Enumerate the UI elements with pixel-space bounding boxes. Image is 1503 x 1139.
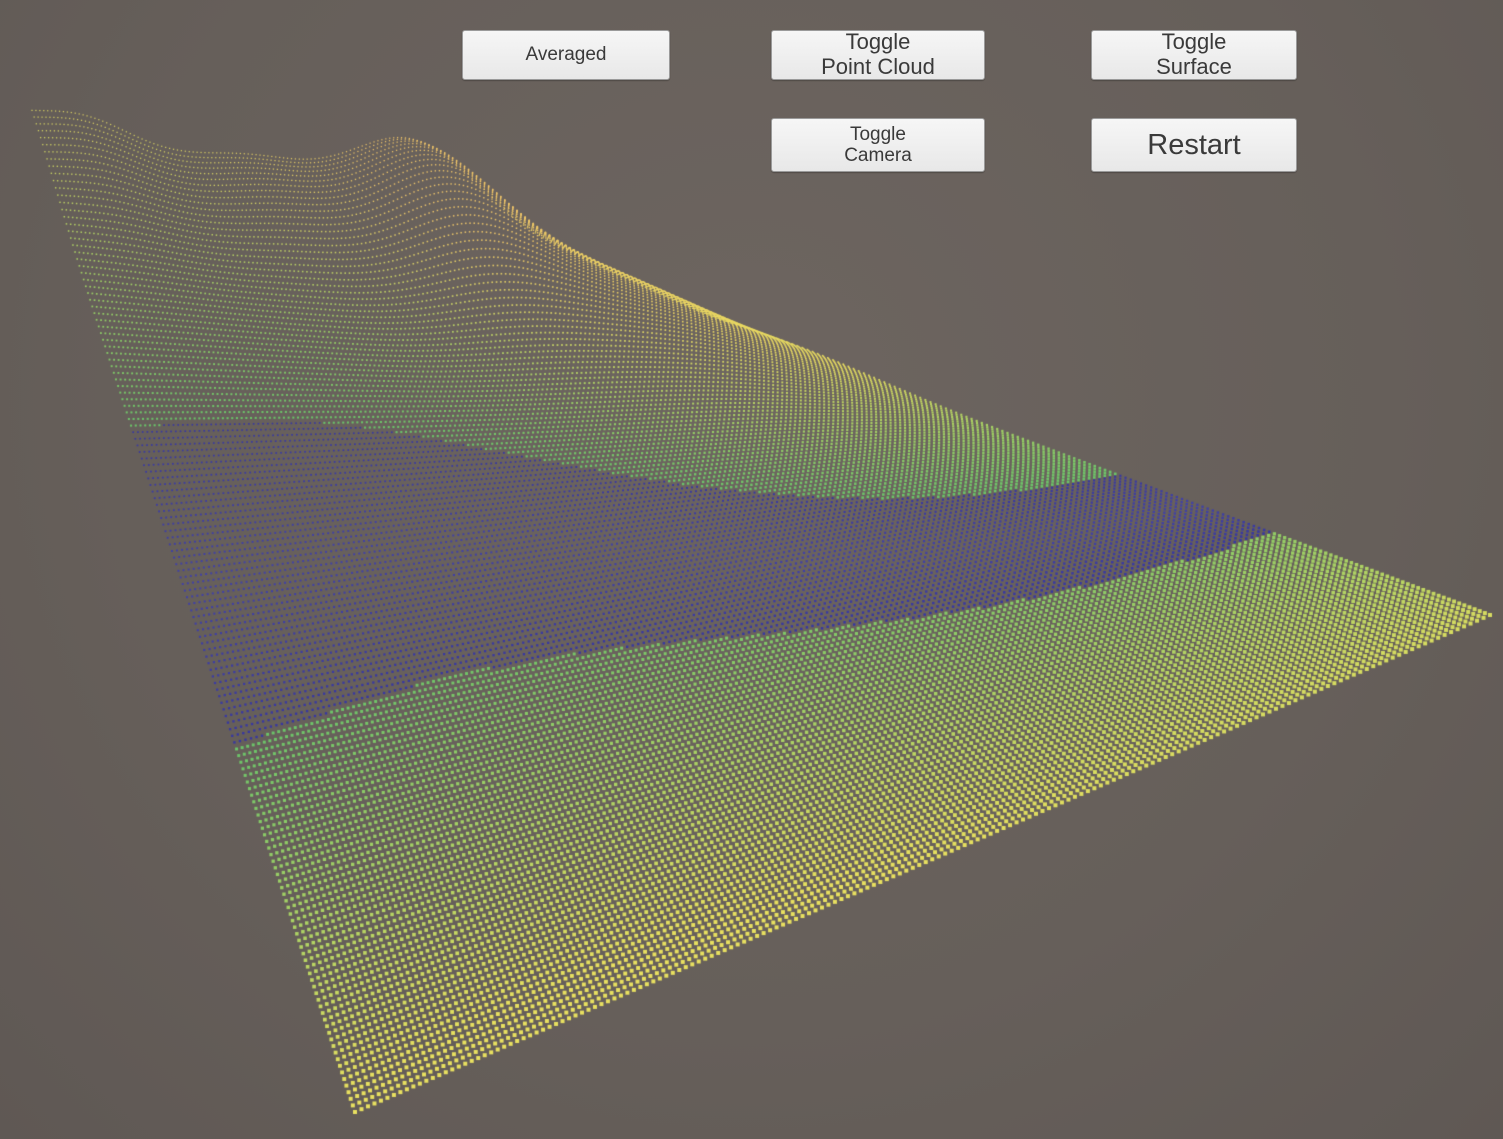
averaged-button[interactable]: Averaged (462, 30, 670, 80)
toggle-point-cloud-button[interactable]: Toggle Point Cloud (771, 30, 985, 80)
toggle-surface-button[interactable]: Toggle Surface (1091, 30, 1297, 80)
restart-button[interactable]: Restart (1091, 118, 1297, 172)
toggle-camera-button[interactable]: Toggle Camera (771, 118, 985, 172)
